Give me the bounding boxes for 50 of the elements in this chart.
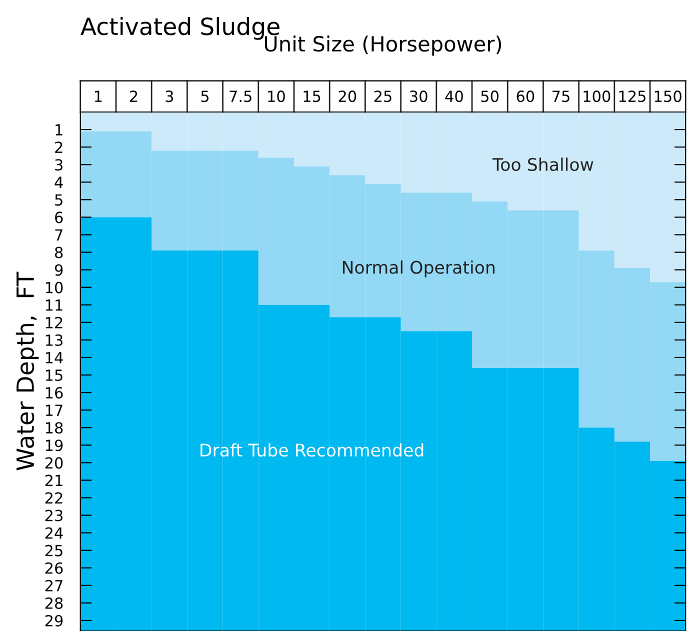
series-label: Normal Operation (342, 260, 494, 278)
y-tick-label: 7 (55, 229, 62, 241)
x-tick-label: 50 (481, 90, 499, 102)
y-tick-label: 24 (45, 527, 63, 539)
y-tick-label: 2 (55, 142, 62, 153)
y-tick-label: 3 (55, 159, 62, 171)
x-tick-label: 2 (130, 90, 138, 102)
y-tick-label: 23 (45, 510, 62, 522)
series-label: Draft Tube Recommended (200, 443, 424, 457)
x-tick-label: 20 (338, 90, 356, 102)
y-tick-label: 15 (46, 370, 62, 382)
y-tick-label: 8 (55, 246, 63, 258)
y-tick-label: 26 (45, 562, 63, 574)
x-tick-label: 150 (654, 90, 682, 102)
y-tick-label: 16 (46, 387, 63, 399)
x-tick-label: 125 (619, 90, 646, 102)
y-tick-label: 1 (56, 124, 62, 136)
y-tick-label: 20 (45, 457, 63, 469)
y-tick-label: 10 (46, 282, 63, 294)
y-tick-label: 5 (55, 194, 62, 206)
x-tick-label: 30 (410, 90, 428, 102)
x-tick-label: 3 (166, 90, 174, 102)
series-label: Too Shallow (492, 158, 594, 172)
x-tick-label: 10 (268, 90, 285, 102)
x-tick-label: 75 (552, 90, 570, 102)
y-tick-label: 12 (46, 316, 62, 328)
y-tick-label: 11 (46, 300, 62, 311)
y-tick-label: 28 (45, 597, 63, 609)
x-tick-label: 7.5 (230, 90, 252, 102)
x-tick-label: 5 (201, 90, 209, 102)
x-tick-label: 100 (584, 90, 610, 102)
y-tick-label: 19 (46, 440, 63, 452)
y-tick-label: 13 (46, 334, 62, 346)
y-tick-label: 22 (45, 492, 62, 504)
x-tick-label: 15 (304, 90, 320, 102)
y-tick-label: 25 (45, 544, 62, 556)
x-tick-label: 60 (516, 90, 534, 102)
y-tick-label: 17 (46, 404, 62, 416)
y-tick-label: 14 (46, 352, 63, 364)
y-tick-label: 4 (54, 176, 63, 188)
y-axis-title: Water Depth, FT (16, 272, 39, 470)
y-tick-label: 6 (55, 212, 63, 224)
y-tick-label: 29 (45, 614, 63, 626)
x-tick-label: 25 (374, 90, 392, 102)
x-tick-label: 40 (445, 90, 463, 102)
y-tick-label: 21 (45, 474, 62, 486)
y-tick-label: 27 (45, 580, 62, 592)
y-tick-label: 9 (54, 264, 63, 276)
x-tick-label: 1 (95, 90, 102, 102)
y-tick-label: 18 (46, 422, 63, 434)
